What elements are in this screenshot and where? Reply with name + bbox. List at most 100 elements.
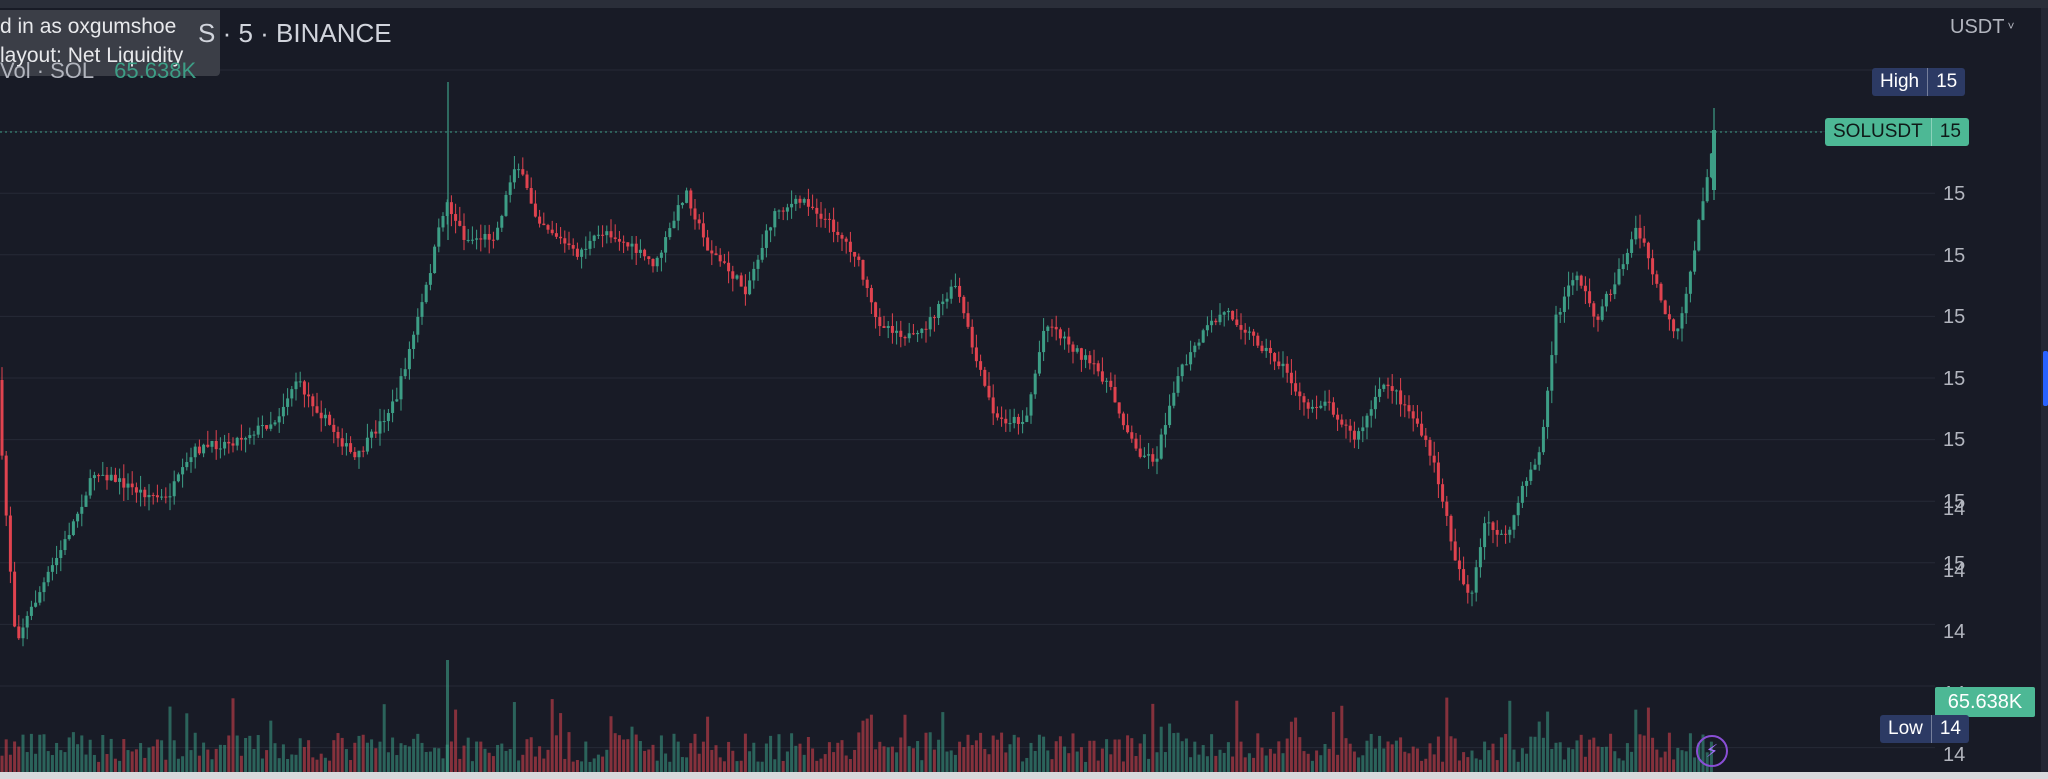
volume-bar <box>151 746 155 772</box>
volume-bar <box>1281 753 1285 772</box>
candle-body <box>122 478 126 488</box>
candle-body <box>1159 434 1163 459</box>
candle-body <box>857 256 861 260</box>
price-axis-label: 15 <box>1943 367 1966 390</box>
volume-bar <box>769 735 773 772</box>
volume-bar <box>764 743 768 772</box>
candle-body <box>147 494 151 498</box>
candle-body <box>525 174 529 189</box>
volume-bar <box>470 761 474 772</box>
volume-bar <box>928 732 932 772</box>
volume-bar <box>911 748 915 772</box>
candle-body <box>1130 432 1134 439</box>
candle-body <box>651 258 655 267</box>
candle-body <box>181 467 185 475</box>
candle-body <box>533 203 537 217</box>
candle-body <box>1067 336 1071 345</box>
candle-body <box>1630 239 1634 253</box>
symbol-badge-value: 15 <box>1930 118 1969 146</box>
candle-body <box>928 317 932 330</box>
currency-label: USDT <box>1950 16 2005 38</box>
volume-bar <box>857 732 861 772</box>
volume-bar <box>1256 733 1260 772</box>
candle-body <box>424 284 428 303</box>
volume-bar <box>1676 747 1680 772</box>
volume-bar <box>1348 743 1352 772</box>
candle-body <box>1210 320 1214 326</box>
candle-body <box>357 450 361 458</box>
volume-bar <box>1562 759 1566 772</box>
currency-selector[interactable]: USDT ˅ <box>1950 16 2014 39</box>
volume-bar <box>1630 751 1634 772</box>
volume-bar <box>819 758 823 772</box>
volume-bar <box>1415 748 1419 772</box>
volume-bar <box>550 699 554 772</box>
candle-body <box>466 239 470 241</box>
price-axis-label: 15 <box>1943 429 1966 452</box>
volume-bar <box>13 741 17 772</box>
candle-body <box>685 190 689 203</box>
candle-body <box>92 475 96 479</box>
candle-body <box>1138 448 1142 457</box>
price-axis-label: 15 <box>1943 491 1966 513</box>
candle-body <box>613 237 617 239</box>
candle-body <box>714 253 718 256</box>
volume-bar <box>42 734 46 772</box>
volume-bar <box>1067 753 1071 772</box>
candle-body <box>1331 402 1335 415</box>
candle-body <box>1449 515 1453 542</box>
volume-bar <box>147 747 151 772</box>
volume-bar <box>1268 748 1272 772</box>
candle-body <box>1197 342 1201 346</box>
candle-body <box>1012 416 1016 424</box>
candle-body <box>664 237 668 253</box>
volume-bar <box>80 735 84 772</box>
candle-body <box>1651 258 1655 275</box>
volume-bar <box>277 758 281 772</box>
volume-bar <box>479 741 483 772</box>
volume-bar <box>1449 736 1453 772</box>
volume-bar <box>504 750 508 772</box>
candle-body <box>1600 306 1604 320</box>
volume-bar <box>781 760 785 772</box>
candle-body <box>1558 312 1562 315</box>
candle-body <box>403 369 407 377</box>
scroll-marker[interactable] <box>2043 351 2048 406</box>
lightning-icon[interactable]: ⚡ <box>1696 735 1728 767</box>
volume-bar <box>643 750 647 772</box>
volume-bar <box>1680 750 1684 772</box>
volume-bar <box>458 758 462 772</box>
symbol-title[interactable]: S · 5 · BINANCE <box>198 18 392 48</box>
volume-bar <box>991 735 995 772</box>
candle-body <box>1525 480 1529 486</box>
volume-bar <box>1604 746 1608 772</box>
volume-bar <box>84 754 88 772</box>
candle-body <box>937 304 941 318</box>
candle-body <box>1298 391 1302 397</box>
candle-body <box>118 478 122 482</box>
candle-body <box>1550 355 1554 391</box>
volume-legend[interactable]: Vol · SOL 65.638K <box>0 58 196 84</box>
volume-bar <box>554 735 558 772</box>
low-badge-value: 14 <box>1930 715 1969 743</box>
volume-bar <box>1226 742 1230 772</box>
volume-bar <box>916 741 920 772</box>
candle-body <box>1239 325 1243 330</box>
candle-body <box>1180 364 1184 377</box>
volume-bar <box>260 758 264 772</box>
volume-bar <box>1096 760 1100 772</box>
candle-body <box>844 238 848 242</box>
volume-bar <box>785 751 789 772</box>
candle-body <box>235 437 239 446</box>
candle-body <box>1613 284 1617 295</box>
candle-body <box>1134 438 1138 449</box>
volume-bar <box>1306 753 1310 772</box>
right-scrollbar[interactable] <box>2041 8 2048 772</box>
volume-bar <box>1134 756 1138 772</box>
last-price-badge: SOLUSDT 15 <box>1825 118 1969 146</box>
volume-bar <box>256 735 260 772</box>
volume-bar <box>113 758 117 772</box>
volume-bar <box>1298 737 1302 772</box>
